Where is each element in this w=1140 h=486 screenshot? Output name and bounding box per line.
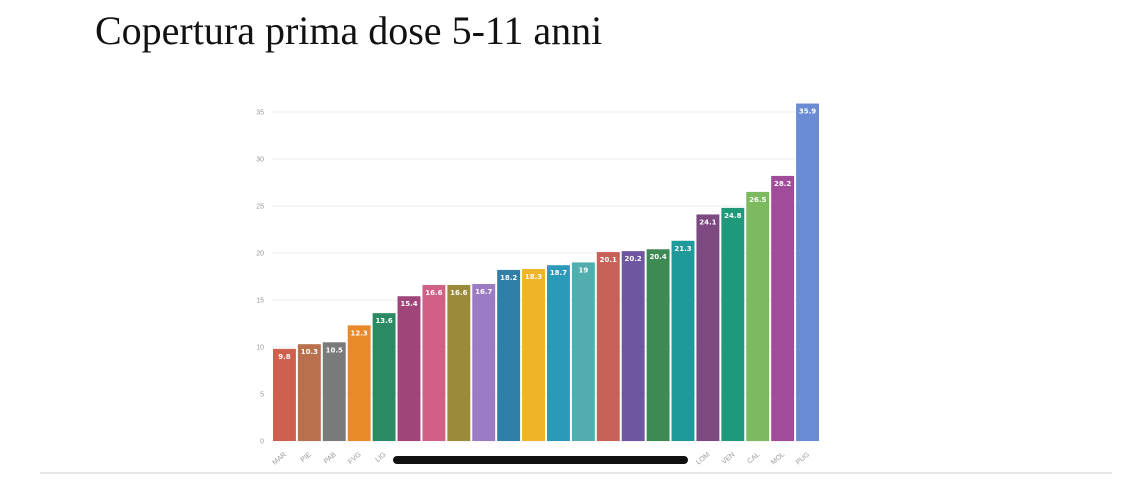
- scroll-bar[interactable]: [393, 456, 688, 464]
- value-label: 10.5: [326, 346, 343, 354]
- x-tick-label: PUG: [795, 451, 811, 466]
- bar: [646, 249, 670, 441]
- value-label: 26.5: [749, 196, 766, 204]
- value-label: 21.3: [674, 245, 691, 253]
- y-tick-label: 15: [256, 298, 264, 305]
- value-label: 13.6: [375, 317, 392, 325]
- value-label: 18.3: [525, 273, 542, 281]
- bar: [522, 268, 546, 441]
- value-label: 18.2: [500, 274, 517, 282]
- value-label: 20.4: [649, 253, 666, 261]
- bar: [596, 252, 620, 441]
- bar: [546, 265, 570, 441]
- y-tick-label: 10: [256, 345, 264, 352]
- value-label: 10.3: [301, 348, 318, 356]
- bar: [397, 296, 421, 441]
- value-label: 19: [578, 266, 588, 274]
- value-label: 12.3: [351, 329, 368, 337]
- x-tick-label: FVG: [347, 451, 363, 466]
- value-label: 9.8: [278, 353, 291, 361]
- value-label: 16.6: [425, 289, 442, 297]
- bar: [347, 325, 371, 441]
- bar: [422, 284, 446, 441]
- bar: [771, 175, 795, 442]
- bar: [372, 313, 396, 441]
- x-tick-label: MAR: [272, 451, 288, 466]
- y-tick-label: 5: [260, 392, 264, 399]
- value-label: 18.7: [550, 269, 567, 277]
- bar: [272, 348, 296, 441]
- value-label: 24.8: [724, 212, 741, 220]
- x-tick-label: PIE: [300, 451, 313, 464]
- x-tick-label: LIG: [374, 451, 387, 464]
- bar: [322, 342, 346, 441]
- bar: [671, 240, 695, 441]
- value-label: 16.7: [475, 288, 492, 296]
- value-label: 35.9: [799, 108, 816, 116]
- bar: [297, 344, 321, 441]
- bar: [447, 284, 471, 441]
- chart-title: Copertura prima dose 5-11 anni: [95, 8, 602, 53]
- x-tick-label: CAL: [746, 451, 761, 465]
- value-label: 16.6: [450, 289, 467, 297]
- value-label: 20.2: [625, 255, 642, 263]
- bar: [721, 207, 745, 441]
- value-label: 15.4: [400, 300, 417, 308]
- y-tick-label: 0: [260, 439, 264, 446]
- y-tick-label: 30: [256, 157, 264, 164]
- bar: [696, 214, 720, 441]
- x-tick-label: MOL: [770, 451, 786, 466]
- bar: [571, 262, 595, 441]
- bar: [796, 103, 820, 441]
- y-tick-label: 25: [256, 204, 264, 211]
- x-tick-label: PAB: [323, 451, 338, 465]
- value-label: 28.2: [774, 180, 791, 188]
- bar: [621, 251, 645, 441]
- bar: [472, 284, 496, 441]
- x-tick-label: LOM: [695, 451, 711, 466]
- value-label: 24.1: [699, 218, 716, 226]
- x-tick-label: VEN: [721, 451, 737, 466]
- value-label: 20.1: [600, 256, 617, 264]
- y-tick-label: 35: [256, 110, 264, 117]
- bar: [497, 269, 521, 441]
- y-tick-label: 20: [256, 251, 264, 258]
- bar: [746, 191, 770, 441]
